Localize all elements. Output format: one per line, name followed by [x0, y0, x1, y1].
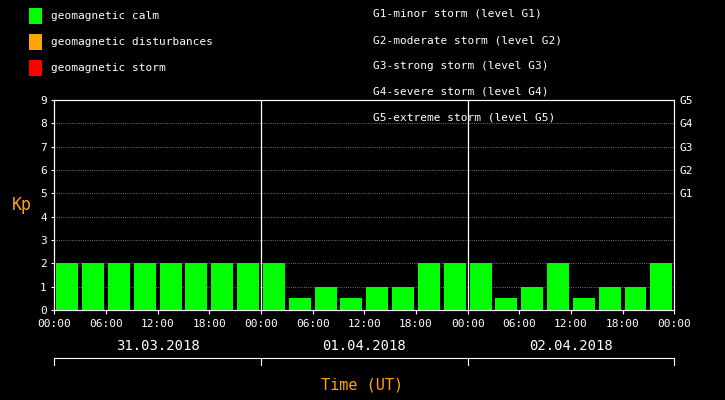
Bar	[160, 263, 181, 310]
Bar	[57, 263, 78, 310]
Text: G5-extreme storm (level G5): G5-extreme storm (level G5)	[373, 113, 555, 123]
Bar	[237, 263, 259, 310]
Bar	[341, 298, 362, 310]
Bar	[82, 263, 104, 310]
Bar	[470, 263, 492, 310]
Bar	[186, 263, 207, 310]
Text: G4-severe storm (level G4): G4-severe storm (level G4)	[373, 87, 549, 97]
Bar	[392, 287, 414, 310]
Text: 02.04.2018: 02.04.2018	[529, 339, 613, 353]
Bar	[624, 287, 647, 310]
Text: Time (UT): Time (UT)	[321, 377, 404, 392]
Bar	[211, 263, 233, 310]
Bar	[573, 298, 594, 310]
Bar	[547, 263, 569, 310]
Text: G3-strong storm (level G3): G3-strong storm (level G3)	[373, 61, 549, 71]
Bar	[444, 263, 465, 310]
Bar	[108, 263, 130, 310]
Bar	[521, 287, 543, 310]
Bar	[599, 287, 621, 310]
Text: 01.04.2018: 01.04.2018	[323, 339, 406, 353]
Text: G2-moderate storm (level G2): G2-moderate storm (level G2)	[373, 35, 563, 45]
Bar	[315, 287, 336, 310]
Text: G1-minor storm (level G1): G1-minor storm (level G1)	[373, 9, 542, 19]
Bar	[418, 263, 440, 310]
Bar	[366, 287, 388, 310]
Text: geomagnetic disturbances: geomagnetic disturbances	[51, 37, 212, 47]
Text: geomagnetic storm: geomagnetic storm	[51, 63, 165, 73]
Bar	[289, 298, 311, 310]
Text: geomagnetic calm: geomagnetic calm	[51, 11, 159, 21]
Text: Kp: Kp	[12, 196, 32, 214]
Bar	[263, 263, 285, 310]
Bar	[650, 263, 672, 310]
Bar	[134, 263, 156, 310]
Text: 31.03.2018: 31.03.2018	[116, 339, 199, 353]
Bar	[495, 298, 518, 310]
